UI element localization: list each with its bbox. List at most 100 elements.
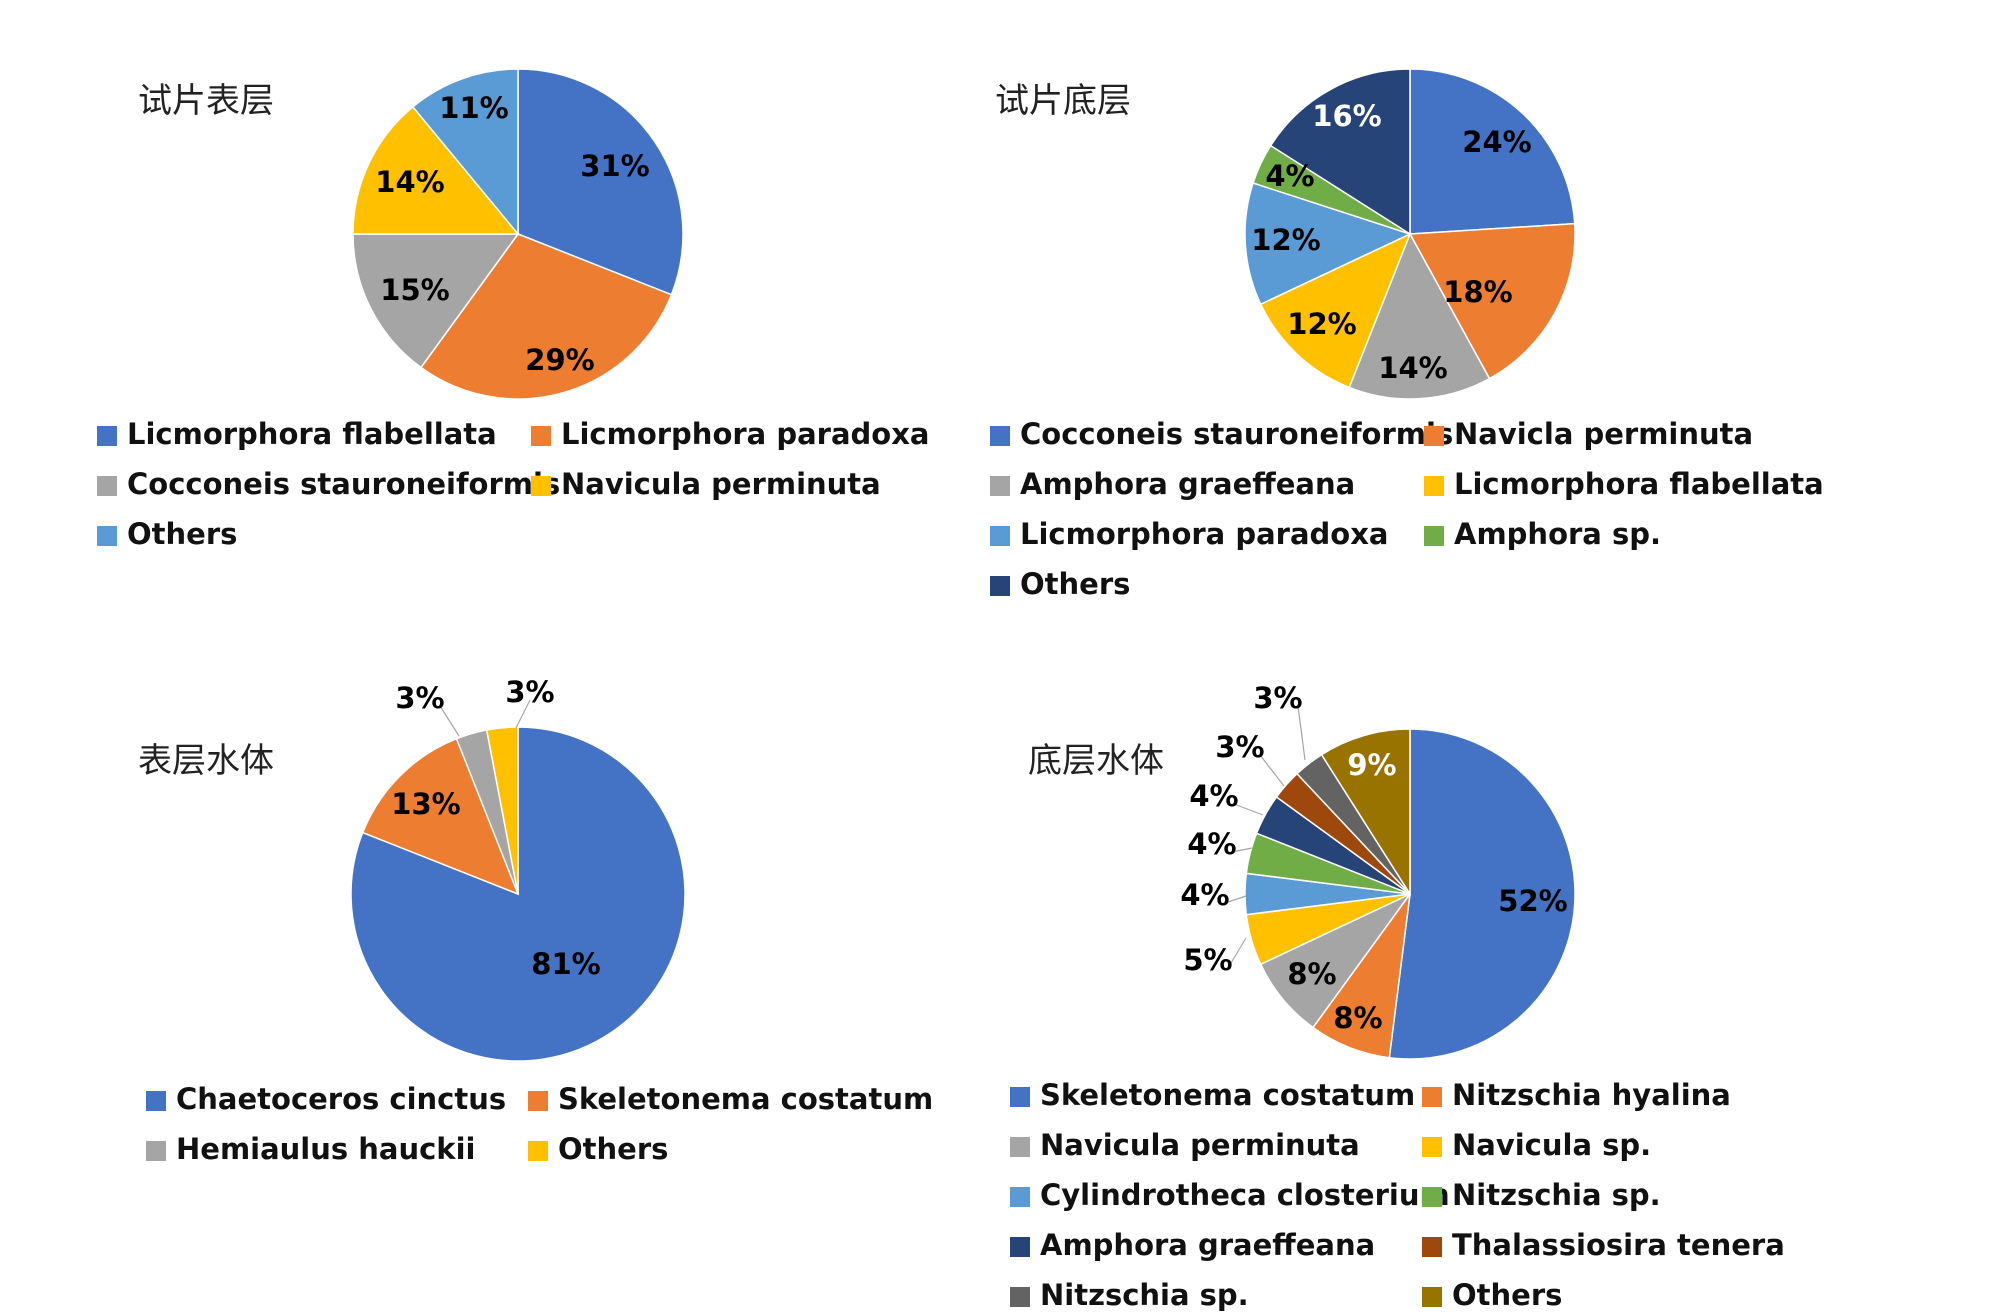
data-label-others: 16% [1312,99,1381,133]
pie-chart-bottom-coupon: 试片底层 24% 18% 14% 12% 12% 4% 16% Cocconeis stauro… [990,68,1824,601]
legend-swatch [1424,426,1444,446]
pie-slice-others [411,68,519,237]
legend-entry-licmorphora-flabellata: Licmorphora flabellata [1454,467,1824,501]
legend-entry-navicula-sp: Navicula sp. [1452,1128,1651,1162]
legend-swatch [1422,1287,1442,1307]
data-label-cocconeis-stauroneiformis: 24% [1462,125,1531,159]
leader-line [439,705,460,737]
legend-entry-licmorphora-flabellata: Licmorphora flabellata [127,417,497,451]
legend-entry-chaetoceros-cinctus: Chaetoceros cinctus [176,1082,506,1116]
data-label-nitzschia-sp: 3% [1253,681,1302,715]
legend-entry-amphora-graeffeana: Amphora graeffeana [1020,467,1355,501]
chart-title: 表层水体 [138,741,274,781]
legend-entry-navicula-perminuta: Navicula perminuta [561,467,881,501]
legend-swatch [97,476,117,496]
leader-line [1224,895,1247,904]
data-label-cocconeis-stauroneiformis: 15% [380,273,449,307]
pie-slice-navicula-perminuta [352,105,520,235]
legend-entry-amphora-graeffeana: Amphora graeffeana [1040,1228,1375,1262]
legend-swatch [990,526,1010,546]
data-label-navicula-sp: 5% [1183,943,1232,977]
pie-slice-chaetoceros-cinctus [350,726,686,1062]
pie-slice-others [1269,68,1411,236]
legend-entry-cylindrotheca-closterium: Cylindrotheca closterium [1040,1178,1450,1212]
pie-slice-cocconeis-stauroneiformis [1409,68,1576,235]
data-label-amphora-sp: 4% [1265,159,1314,193]
data-label-navicla-perminuta: 18% [1443,275,1512,309]
data-label-licmorphora-flabellata: 31% [580,149,649,183]
legend-entry-others: Others [1020,567,1130,601]
leader-line [1259,754,1285,787]
legend-entry-cocconeis-stauroneiformis: Cocconeis stauroneiformis [127,467,560,501]
legend-entry-navicula-perminuta: Navicula perminuta [1040,1128,1360,1162]
legend-swatch [1424,526,1444,546]
pie-chart-surface-coupon: 试片表层 31% 29% 15% 14% 11% Licmorphora flabellat… [97,68,930,551]
legend-swatch [990,476,1010,496]
legend-swatch [1010,1237,1030,1257]
pie-slice-skeletonema-costatum [1388,728,1576,1060]
legend-entry-nitzschia-sp: Nitzschia sp. [1452,1178,1661,1212]
pie-chart-bottom-water: 底层水体 52% 8% 8% 5% 4% 4% 4% 3% 3% 9% Skeletonema cos… [1010,681,1785,1312]
data-label-others: 3% [505,675,554,709]
legend-swatch [990,426,1010,446]
legend-swatch [1424,476,1444,496]
chart-title: 底层水体 [1028,741,1164,781]
legend-entry-hemiaulus-hauckii: Hemiaulus hauckii [176,1132,475,1166]
pie-chart-surface-water: 表层水体 81% 13% 3% 3% Chaetoceros cinctus Skeleto… [138,675,933,1166]
data-label-others: 9% [1347,748,1396,782]
data-label-thalassiosira-tenera: 3% [1215,730,1264,764]
legend-swatch [1010,1087,1030,1107]
legend-swatch [1422,1187,1442,1207]
legend-entry-others: Others [558,1132,668,1166]
pie-slice-cocconeis-stauroneiformis [352,233,520,369]
legend-entry-cocconeis-stauroneiformis: Cocconeis stauroneiformis [1020,417,1453,451]
legend-entry-skeletonema-costatum: Skeletonema costatum [1040,1078,1415,1112]
data-label-amphora-graeffeana: 14% [1378,351,1447,385]
pie-slice-others [485,726,519,895]
pie-slice-amphora-graeffeana [1348,232,1491,400]
legend-swatch [1010,1187,1030,1207]
chart-title: 试片底层 [995,81,1131,121]
data-label-others: 11% [439,91,508,125]
data-label-nitzschia-hyalina: 8% [1333,1001,1382,1035]
legend-swatch [1010,1287,1030,1307]
legend-entry-thalassiosira-tenera: Thalassiosira tenera [1452,1228,1785,1262]
legend-entry-licmorphora-paradoxa: Licmorphora paradoxa [1020,517,1389,551]
legend-entry-licmorphora-paradoxa: Licmorphora paradoxa [561,417,930,451]
leader-line [1297,705,1306,761]
chart-title: 试片表层 [138,81,274,121]
legend-swatch [990,576,1010,596]
data-label-skeletonema-costatum: 13% [391,787,460,821]
data-label-navicula-perminuta: 8% [1287,957,1336,991]
data-label-chaetoceros-cinctus: 81% [531,947,600,981]
pie-slice-licmorphora-paradoxa [419,233,673,400]
legend-swatch [97,426,117,446]
pie-slice-licmorphora-flabellata [517,68,684,296]
legend-swatch [1422,1237,1442,1257]
legend-swatch [146,1091,166,1111]
leader-line [1233,803,1264,816]
leader-line [515,699,531,729]
leader-line [1231,847,1253,853]
legend-swatch [1422,1087,1442,1107]
pie-slice-skeletonema-costatum [361,737,520,896]
leader-line [1227,937,1247,969]
legend-entry-amphora-sp: Amphora sp. [1454,517,1661,551]
legend-entry-navicla-perminuta: Navicla perminuta [1454,417,1753,451]
legend-swatch [528,1091,548,1111]
legend-entry-nitzschia-sp: Nitzschia sp. [1040,1278,1249,1312]
legend-swatch [528,1141,548,1161]
legend-entry-skeletonema-costatum: Skeletonema costatum [558,1082,933,1116]
pie-slice-licmorphora-paradoxa [1244,182,1413,306]
legend-swatch [1422,1137,1442,1157]
legend-swatch [1010,1137,1030,1157]
data-label-amphora-graeffeana: 4% [1189,779,1238,813]
legend-swatch [531,426,551,446]
legend-swatch [97,526,117,546]
data-label-skeletonema-costatum: 52% [1498,884,1567,918]
data-label-licmorphora-flabellata: 12% [1287,307,1356,341]
legend-entry-others: Others [1452,1278,1562,1312]
data-label-hemiaulus-hauckii: 3% [395,681,444,715]
legend-swatch [146,1141,166,1161]
